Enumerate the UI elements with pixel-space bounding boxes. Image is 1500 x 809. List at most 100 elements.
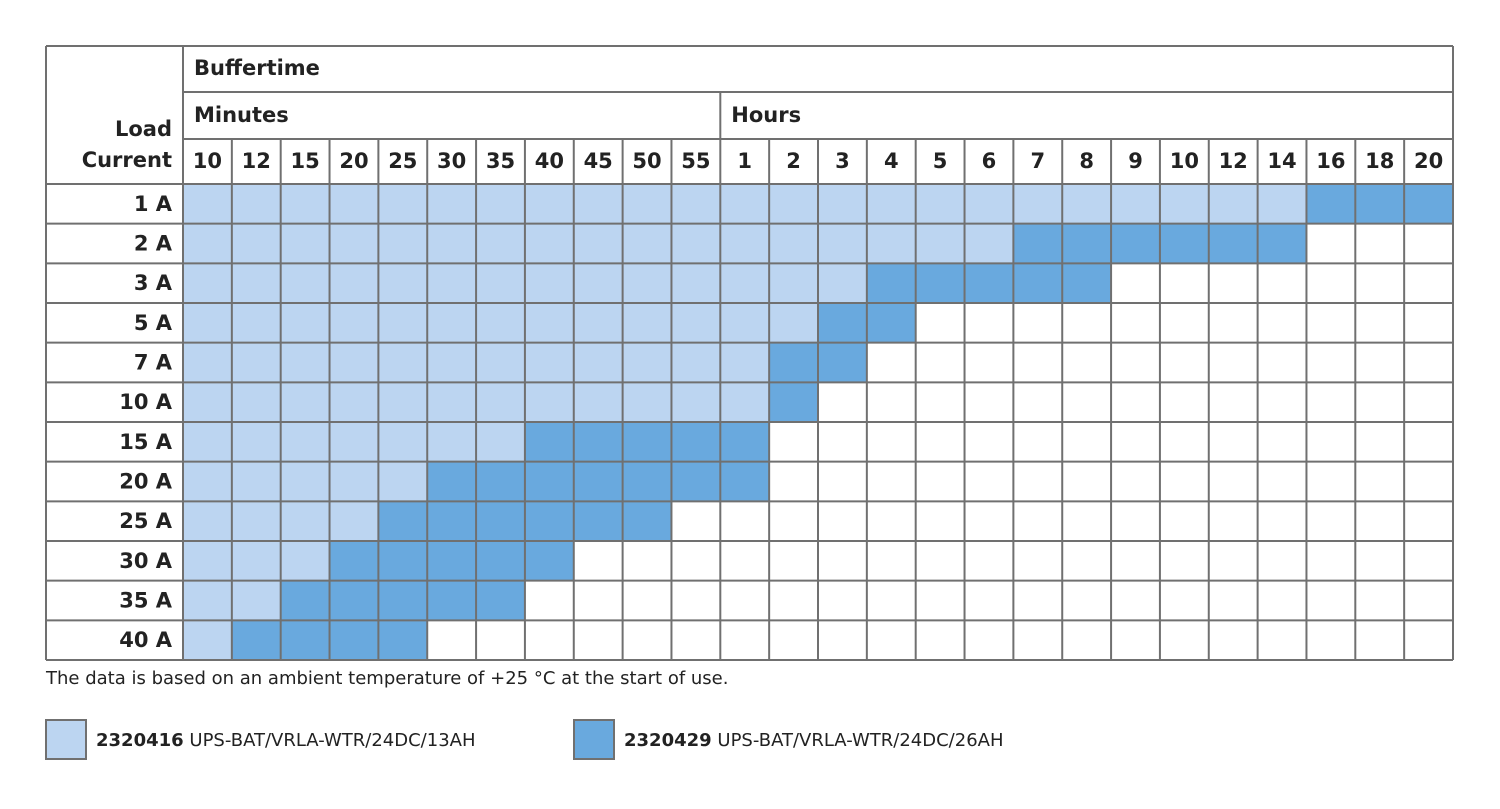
- cell: [1111, 223, 1160, 264]
- cell: [818, 223, 867, 264]
- footnote: The data is based on an ambient temperat…: [45, 668, 728, 689]
- cell: [183, 303, 232, 343]
- cell: [183, 223, 232, 264]
- column-label: 12: [242, 149, 271, 173]
- cell: [476, 501, 525, 541]
- cell: [427, 501, 477, 541]
- cell: [378, 184, 428, 224]
- cell: [427, 422, 477, 462]
- cell: [524, 223, 574, 264]
- cell: [231, 501, 281, 541]
- row-header: Current: [82, 148, 172, 172]
- column-label: 20: [1414, 149, 1443, 173]
- column-label: 12: [1219, 149, 1248, 173]
- cell: [818, 342, 867, 383]
- cell: [183, 541, 232, 581]
- cell: [378, 303, 428, 343]
- column-label: 18: [1365, 149, 1394, 173]
- cell: [183, 382, 232, 422]
- cell: [573, 223, 623, 264]
- cell: [329, 620, 379, 660]
- cell: [573, 303, 623, 343]
- cell: [378, 422, 428, 462]
- column-label: 50: [632, 149, 661, 173]
- cell: [573, 422, 623, 462]
- cell: [476, 422, 525, 462]
- column-label: 3: [835, 149, 850, 173]
- cell: [280, 184, 330, 224]
- cell: [427, 303, 477, 343]
- cell: [231, 541, 281, 581]
- cell: [1111, 184, 1160, 224]
- cell: [476, 580, 525, 621]
- cell: [1159, 223, 1209, 264]
- column-label: 4: [884, 149, 899, 173]
- row-label: 10 A: [119, 390, 173, 414]
- cell: [231, 422, 281, 462]
- cell: [231, 461, 281, 502]
- cell: [378, 541, 428, 581]
- cell: [622, 382, 672, 422]
- cell: [427, 342, 477, 383]
- cell: [378, 223, 428, 264]
- cell: [329, 501, 379, 541]
- row-header: Load: [115, 117, 172, 141]
- cell: [280, 342, 330, 383]
- row-label: 25 A: [119, 509, 173, 533]
- cell: [964, 184, 1014, 224]
- cell: [231, 580, 281, 621]
- cell: [329, 263, 379, 303]
- cell: [671, 422, 721, 462]
- column-label: 6: [982, 149, 997, 173]
- cell: [720, 303, 770, 343]
- cell: [671, 382, 721, 422]
- cell: [720, 263, 770, 303]
- cell: [329, 223, 379, 264]
- cell: [378, 382, 428, 422]
- cell: [524, 303, 574, 343]
- cell: [280, 223, 330, 264]
- cell: [427, 263, 477, 303]
- cell: [280, 422, 330, 462]
- cell: [378, 263, 428, 303]
- cell: [964, 263, 1014, 303]
- cell: [183, 580, 232, 621]
- cell: [476, 303, 525, 343]
- cell: [524, 263, 574, 303]
- cell: [720, 382, 770, 422]
- cell: [378, 501, 428, 541]
- group-label: Minutes: [194, 103, 289, 127]
- cell: [524, 342, 574, 383]
- cell: [329, 342, 379, 383]
- row-label: 3 A: [134, 271, 173, 295]
- cell: [524, 501, 574, 541]
- cell: [818, 303, 867, 343]
- cell: [280, 303, 330, 343]
- cell: [866, 223, 916, 264]
- cell: [524, 382, 574, 422]
- cell: [622, 184, 672, 224]
- cell: [329, 541, 379, 581]
- column-label: 30: [437, 149, 466, 173]
- cell: [915, 263, 965, 303]
- cell: [622, 501, 672, 541]
- cell: [280, 620, 330, 660]
- cell: [720, 184, 770, 224]
- cell: [280, 461, 330, 502]
- cell: [1208, 184, 1258, 224]
- cell: [622, 263, 672, 303]
- cell: [573, 501, 623, 541]
- cell: [671, 263, 721, 303]
- legend-swatch: [573, 719, 615, 760]
- cell: [818, 184, 867, 224]
- cell: [231, 223, 281, 264]
- cell: [427, 541, 477, 581]
- cell: [476, 263, 525, 303]
- row-label: 2 A: [134, 232, 173, 256]
- cell: [1013, 263, 1063, 303]
- cell: [524, 184, 574, 224]
- column-label: 25: [388, 149, 417, 173]
- column-label: 8: [1079, 149, 1094, 173]
- column-label: 55: [681, 149, 710, 173]
- cell: [671, 184, 721, 224]
